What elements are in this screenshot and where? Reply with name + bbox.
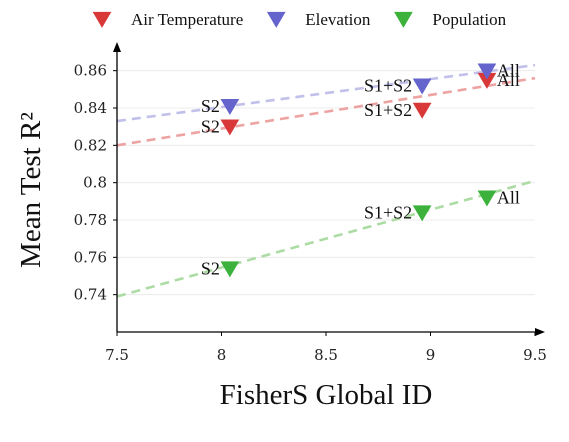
point-label-population: S1+S2 bbox=[364, 203, 412, 223]
trend-lines bbox=[116, 63, 536, 298]
point-label-air-temperature: All bbox=[497, 70, 520, 90]
legend: Air Temperature Elevation Population bbox=[92, 10, 507, 29]
data-point-elevation bbox=[477, 63, 497, 80]
legend-label-population: Population bbox=[432, 10, 506, 29]
y-tick-label: 0.76 bbox=[74, 248, 107, 266]
tick-labels: 0.74 0.76 0.78 0.8 0.82 0.84 0.86 7.5 8 8.5 9 9.5 bbox=[74, 62, 547, 364]
legend-marker-elevation bbox=[266, 11, 286, 28]
point-label-elevation: S2 bbox=[201, 96, 220, 116]
point-labels: S2 S1+S2 All S2 S1+S2 All S2 S1+S2 All bbox=[201, 61, 520, 279]
data-point-air-temperature bbox=[220, 119, 240, 136]
legend-marker-air-temperature bbox=[92, 11, 112, 28]
axes bbox=[113, 42, 545, 336]
x-tick-label: 8.5 bbox=[314, 346, 338, 364]
y-tick-label: 0.86 bbox=[74, 62, 107, 80]
data-point-elevation bbox=[220, 98, 240, 115]
point-label-elevation: All bbox=[497, 61, 520, 81]
grid bbox=[117, 70, 535, 296]
y-axis-arrow bbox=[113, 42, 121, 52]
y-tick-label: 0.78 bbox=[74, 211, 107, 229]
data-point-population bbox=[477, 190, 497, 207]
data-point-elevation bbox=[412, 78, 432, 95]
data-points bbox=[220, 63, 497, 278]
x-tick-label: 7.5 bbox=[105, 346, 129, 364]
point-label-air-temperature: S2 bbox=[201, 117, 220, 137]
x-tick-label: 8 bbox=[217, 346, 227, 364]
trend-line-air-temperature bbox=[116, 76, 536, 147]
y-tick-label: 0.8 bbox=[83, 174, 107, 192]
trend-line-population bbox=[116, 179, 536, 298]
legend-label-air-temperature: Air Temperature bbox=[131, 10, 243, 29]
x-tick-label: 9 bbox=[426, 346, 436, 364]
data-point-air-temperature bbox=[477, 72, 497, 89]
point-label-population: All bbox=[497, 188, 520, 208]
y-tick-label: 0.82 bbox=[74, 136, 107, 154]
legend-marker-population bbox=[394, 11, 413, 28]
point-label-population: S2 bbox=[201, 259, 220, 279]
y-axis-title: Mean Test R² bbox=[15, 112, 47, 268]
point-label-air-temperature: S1+S2 bbox=[364, 100, 412, 120]
data-point-air-temperature bbox=[412, 102, 432, 119]
y-tick-label: 0.84 bbox=[74, 99, 107, 117]
x-axis-title: FisherS Global ID bbox=[220, 379, 433, 411]
x-tick-label: 9.5 bbox=[523, 346, 547, 364]
data-point-population bbox=[412, 205, 432, 222]
y-tick-label: 0.74 bbox=[74, 286, 107, 304]
point-label-elevation: S1+S2 bbox=[364, 76, 412, 96]
trend-line-elevation bbox=[116, 63, 536, 123]
x-axis-arrow bbox=[535, 328, 545, 336]
data-point-population bbox=[220, 261, 240, 278]
legend-label-elevation: Elevation bbox=[305, 10, 371, 29]
